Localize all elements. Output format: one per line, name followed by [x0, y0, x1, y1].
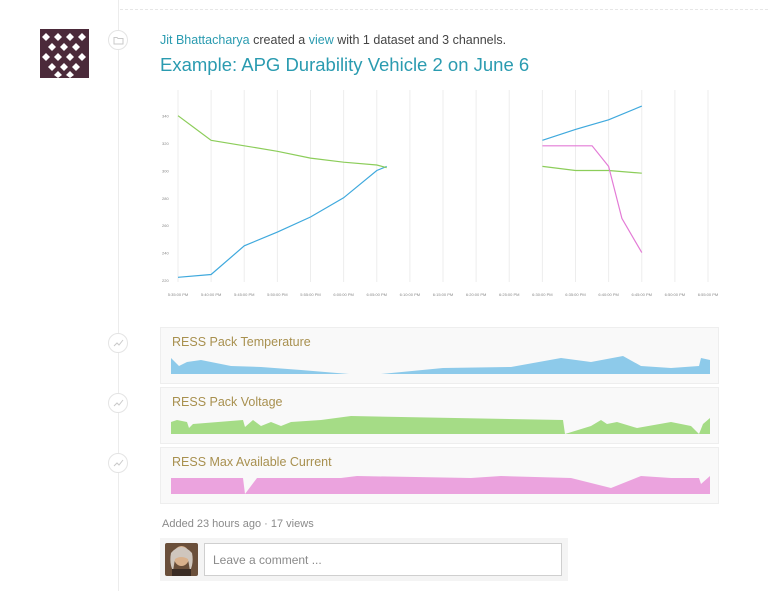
channel-card-temperature[interactable]: RESS Pack Temperature: [160, 327, 719, 384]
chart-series: [177, 105, 643, 278]
feed-headline: Jit Bhattacharya created a view with 1 d…: [160, 33, 506, 47]
channel-sparkline: [171, 416, 710, 434]
view-meta: Added 23 hours ago · 17 views: [162, 518, 314, 530]
y-tick-label: 220: [162, 278, 169, 283]
x-tick-label: 6:35:00 PM: [565, 292, 585, 297]
channel-name: RESS Pack Voltage: [172, 395, 283, 409]
channel-sparkline: [171, 476, 710, 494]
x-tick-label: 5:55:00 PM: [300, 292, 320, 297]
sparkline-area: [171, 476, 710, 494]
meta-separator: ·: [264, 518, 268, 530]
channel-name: RESS Max Available Current: [172, 455, 332, 469]
series-line-0: [177, 165, 387, 278]
series-line-2: [542, 145, 643, 253]
folder-icon: [108, 30, 128, 50]
y-tick-label: 240: [162, 251, 169, 256]
x-tick-label: 5:35:00 PM: [168, 292, 188, 297]
y-tick-label: 300: [162, 168, 169, 173]
series-line-1: [542, 165, 642, 174]
x-tick-label: 6:40:00 PM: [598, 292, 618, 297]
channel-trend-icon: [108, 453, 128, 473]
x-tick-label: 6:15:00 PM: [433, 292, 453, 297]
view-link[interactable]: view: [308, 33, 334, 47]
chart-grid: [177, 90, 709, 282]
top-divider: [120, 9, 768, 10]
x-tick-label: 6:10:00 PM: [400, 292, 420, 297]
commenter-avatar: [165, 543, 198, 576]
y-tick-label: 320: [162, 141, 169, 146]
main-chart[interactable]: 340 320 300 280 260 240 220 5:35:00 PM 5:40:00 …: [160, 88, 720, 303]
series-line-1: [177, 115, 387, 169]
author-link[interactable]: Jit Bhattacharya: [160, 33, 250, 47]
sparkline-area: [171, 356, 710, 374]
comment-input[interactable]: [204, 543, 562, 576]
x-axis-ticks: 5:35:00 PM 5:40:00 PM 5:45:00 PM 5:50:00 PM…: [168, 292, 718, 297]
channel-name: RESS Pack Temperature: [172, 335, 311, 349]
y-tick-label: 260: [162, 223, 169, 228]
author-avatar[interactable]: [40, 29, 89, 78]
sparkline-area: [171, 416, 710, 434]
x-tick-label: 6:45:00 PM: [632, 292, 652, 297]
action-text: created a: [253, 33, 306, 47]
activity-timeline: [118, 0, 119, 591]
detail-text: with 1 dataset and 3 channels.: [337, 33, 507, 47]
y-axis-ticks: 340 320 300 280 260 240 220: [162, 114, 169, 283]
x-tick-label: 6:30:00 PM: [532, 292, 552, 297]
channel-trend-icon: [108, 333, 128, 353]
view-count: 17 views: [270, 518, 314, 530]
x-tick-label: 6:55:00 PM: [698, 292, 718, 297]
x-tick-label: 6:00:00 PM: [333, 292, 353, 297]
y-tick-label: 280: [162, 196, 169, 201]
added-time: Added 23 hours ago: [162, 518, 262, 530]
x-tick-label: 5:50:00 PM: [267, 292, 287, 297]
x-tick-label: 6:20:00 PM: [466, 292, 486, 297]
series-line-0: [542, 105, 643, 141]
x-tick-label: 5:40:00 PM: [201, 292, 221, 297]
comment-box: [160, 538, 568, 581]
view-title-link[interactable]: Example: APG Durability Vehicle 2 on Jun…: [160, 54, 530, 75]
y-tick-label: 340: [162, 114, 169, 119]
x-tick-label: 6:25:00 PM: [499, 292, 519, 297]
x-tick-label: 6:50:00 PM: [665, 292, 685, 297]
channel-trend-icon: [108, 393, 128, 413]
x-tick-label: 6:05:00 PM: [367, 292, 387, 297]
x-tick-label: 5:45:00 PM: [234, 292, 254, 297]
channel-card-voltage[interactable]: RESS Pack Voltage: [160, 387, 719, 444]
channel-card-current[interactable]: RESS Max Available Current: [160, 447, 719, 504]
channel-sparkline: [171, 356, 710, 374]
